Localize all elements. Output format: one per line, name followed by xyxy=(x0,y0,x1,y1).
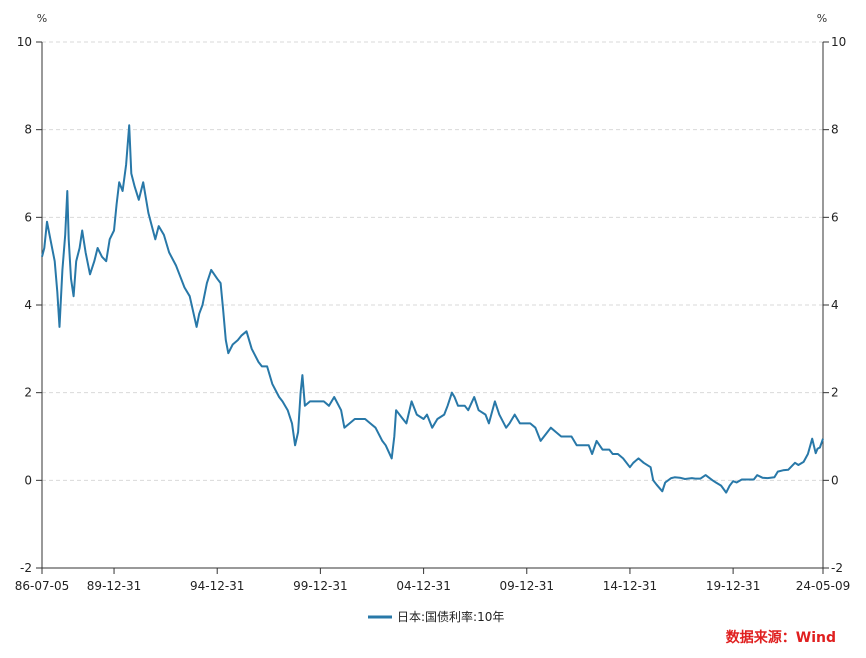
x-tick-label: 04-12-31 xyxy=(396,579,450,593)
y-tick-label-right: -2 xyxy=(831,561,843,575)
y-tick-label-left: 0 xyxy=(24,473,32,487)
grid-lines xyxy=(42,41,823,481)
y-tick-label-left: 2 xyxy=(24,386,32,400)
y-tick-label-right: 10 xyxy=(831,35,846,49)
y-tick-label-right: 6 xyxy=(831,210,839,224)
x-tick-label: 19-12-31 xyxy=(706,579,760,593)
x-tick-label: 14-12-31 xyxy=(603,579,657,593)
x-axis: 86-07-05 89-12-31 94-12-31 99-12-31 04-12-31… xyxy=(15,568,850,593)
legend[interactable]: 日本:国债利率:10年 xyxy=(368,609,504,624)
x-tick-label: 99-12-31 xyxy=(293,579,347,593)
data-source-label: 数据来源：Wind xyxy=(726,629,836,646)
legend-label: 日本:国债利率:10年 xyxy=(397,609,504,624)
y-axis-unit-left: % xyxy=(37,12,47,25)
y-tick-label-left: 10 xyxy=(17,35,32,49)
series-group xyxy=(41,124,824,494)
y-tick-label-right: 4 xyxy=(831,298,839,312)
y-tick-label-left: -2 xyxy=(20,561,32,575)
x-tick-label: 09-12-31 xyxy=(500,579,554,593)
y-tick-label-left: 8 xyxy=(24,123,32,137)
x-tick-label: 86-07-05 xyxy=(15,579,69,593)
series-line xyxy=(41,124,824,494)
y-tick-label-left: 6 xyxy=(24,210,32,224)
y-tick-label-right: 2 xyxy=(831,386,839,400)
y-axis-unit-right: % xyxy=(817,12,827,25)
x-tick-label: 94-12-31 xyxy=(190,579,244,593)
y-axis-left: -2 0 2 4 6 8 10 xyxy=(17,35,42,575)
x-tick-label: 24-05-09 xyxy=(796,579,850,593)
y-axis-right: -2 0 2 4 6 8 10 xyxy=(823,35,846,575)
y-tick-label-right: 0 xyxy=(831,473,839,487)
axes xyxy=(41,42,824,569)
y-tick-label-left: 4 xyxy=(24,298,32,312)
y-tick-label-right: 8 xyxy=(831,123,839,137)
x-tick-label: 89-12-31 xyxy=(87,579,141,593)
